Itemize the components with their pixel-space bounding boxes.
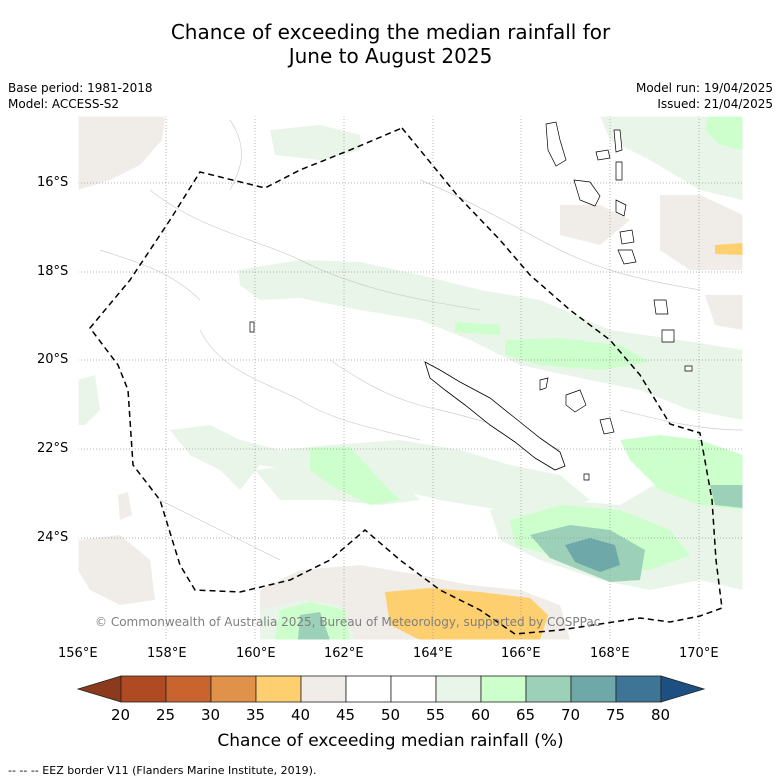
wet-light-ne bbox=[600, 116, 743, 200]
lat-label-24s: 24°S bbox=[37, 530, 69, 545]
loyalty-island-3 bbox=[599, 417, 615, 435]
colorbar-bin-30-35 bbox=[210, 675, 257, 703]
lat-label-22s: 22°S bbox=[37, 441, 69, 456]
wet-patch-2 bbox=[505, 338, 650, 370]
wet-patch-ne bbox=[705, 116, 743, 150]
lon-label-160e: 160°E bbox=[236, 646, 276, 661]
wet-patch-3 bbox=[310, 447, 400, 505]
lat-label-18s: 18°S bbox=[37, 264, 69, 279]
colorbar-tick-65: 65 bbox=[516, 706, 536, 724]
vanuatu-island-1 bbox=[595, 149, 611, 161]
lon-label-158e: 158°E bbox=[147, 646, 187, 661]
dry-patch-south bbox=[385, 588, 548, 640]
vanuatu-island-3 bbox=[615, 161, 623, 181]
colorbar-bin-60-65 bbox=[480, 675, 527, 703]
map-frame bbox=[77, 115, 744, 641]
colorbar-low-arrow bbox=[76, 675, 122, 703]
colorbar-tick-30: 30 bbox=[201, 706, 221, 724]
colorbar bbox=[76, 675, 706, 703]
chesterfield-islet bbox=[249, 321, 255, 333]
base-period-text: Base period: 1981-2018 bbox=[8, 81, 153, 95]
neutral-patch-sw2 bbox=[118, 492, 132, 520]
colorbar-bin-50-55 bbox=[390, 675, 437, 703]
neutral-patch-ne1 bbox=[560, 205, 630, 245]
colorbar-bin-20-25 bbox=[120, 675, 167, 703]
lon-label-164e: 164°E bbox=[413, 646, 453, 661]
colorbar-tick-75: 75 bbox=[606, 706, 626, 724]
lat-label-16s: 16°S bbox=[37, 175, 69, 190]
wet-patch-1 bbox=[455, 322, 500, 335]
colorbar-tick-70: 70 bbox=[561, 706, 581, 724]
colorbar-title: Chance of exceeding median rainfall (%) bbox=[217, 731, 564, 751]
colorbar-bin-45-50 bbox=[345, 675, 392, 703]
colorbar-tick-60: 60 bbox=[471, 706, 491, 724]
colorbar-bin-65-70 bbox=[525, 675, 572, 703]
colorbar-tick-20: 20 bbox=[111, 706, 131, 724]
vanuatu-island-5 bbox=[617, 249, 637, 265]
lon-label-162e: 162°E bbox=[324, 646, 364, 661]
neutral-patch-sw bbox=[78, 535, 155, 605]
new-caledonia-island bbox=[424, 361, 566, 471]
colorbar-tick-50: 50 bbox=[381, 706, 401, 724]
colorbar-tick-25: 25 bbox=[156, 706, 176, 724]
lon-label-166e: 166°E bbox=[501, 646, 541, 661]
lon-label-170e: 170°E bbox=[679, 646, 719, 661]
eez-footnote: -- -- -- EEZ border V11 (Flanders Marine… bbox=[8, 764, 317, 777]
colorbar-tick-40: 40 bbox=[291, 706, 311, 724]
issued-text: Issued: 21/04/2025 bbox=[657, 97, 773, 111]
colorbar-tick-35: 35 bbox=[246, 706, 266, 724]
loyalty-island-1 bbox=[539, 377, 549, 391]
dry-patch-east bbox=[715, 243, 743, 255]
info-left: Base period: 1981-2018 Model: ACCESS-S2 bbox=[8, 80, 153, 112]
lon-label-156e: 156°E bbox=[58, 646, 98, 661]
copyright-text: © Commonwealth of Australia 2025, Bureau… bbox=[95, 615, 601, 629]
matthew-island bbox=[684, 365, 693, 372]
colorbar-bin-25-30 bbox=[165, 675, 212, 703]
loyalty-island-2 bbox=[565, 389, 587, 413]
wet-patch-7 bbox=[710, 485, 743, 508]
vanuatu-island-4 bbox=[615, 199, 627, 217]
map-title-line2: June to August 2025 bbox=[288, 44, 493, 68]
wet-patch-9 bbox=[298, 612, 330, 640]
eez-border bbox=[89, 127, 723, 635]
vanuatu-tanna bbox=[653, 299, 669, 315]
neutral-patch-nw bbox=[78, 116, 165, 190]
wet-light-mid-band bbox=[170, 425, 590, 510]
colorbar-bin-55-60 bbox=[435, 675, 482, 703]
map-contours bbox=[78, 116, 743, 640]
wet-patch-core bbox=[565, 538, 620, 572]
colorbar-tick-45: 45 bbox=[336, 706, 356, 724]
lat-label-20s: 20°S bbox=[37, 352, 69, 367]
contour-lines bbox=[99, 119, 743, 561]
vanuatu-malekula bbox=[573, 179, 601, 207]
vanuatu-efate bbox=[619, 229, 635, 245]
lon-label-168e: 168°E bbox=[590, 646, 630, 661]
model-text: Model: ACCESS-S2 bbox=[8, 97, 120, 111]
wet-light-w bbox=[78, 375, 100, 425]
colorbar-tick-55: 55 bbox=[426, 706, 446, 724]
colorbar-bin-75-80 bbox=[615, 675, 662, 703]
vanuatu-espiritu-santo bbox=[545, 121, 567, 167]
wet-light-central-band bbox=[238, 260, 743, 420]
map-plot-area bbox=[77, 115, 744, 641]
neutral-patch-e bbox=[705, 295, 743, 330]
map-title-line1: Chance of exceeding the median rainfall … bbox=[170, 20, 611, 44]
colorbar-tick-80: 80 bbox=[651, 706, 671, 724]
isle-of-pines bbox=[583, 473, 590, 481]
vanuatu-aneityum bbox=[661, 329, 675, 343]
vanuatu-island-2 bbox=[613, 129, 623, 153]
info-right: Model run: 19/04/2025 Issued: 21/04/2025 bbox=[636, 80, 773, 112]
colorbar-high-arrow bbox=[660, 675, 706, 703]
colorbar-bin-40-45 bbox=[300, 675, 347, 703]
colorbar-bin-35-40 bbox=[255, 675, 302, 703]
colorbar-bin-70-75 bbox=[570, 675, 617, 703]
wet-light-n1 bbox=[270, 125, 360, 160]
model-run-text: Model run: 19/04/2025 bbox=[635, 81, 773, 95]
